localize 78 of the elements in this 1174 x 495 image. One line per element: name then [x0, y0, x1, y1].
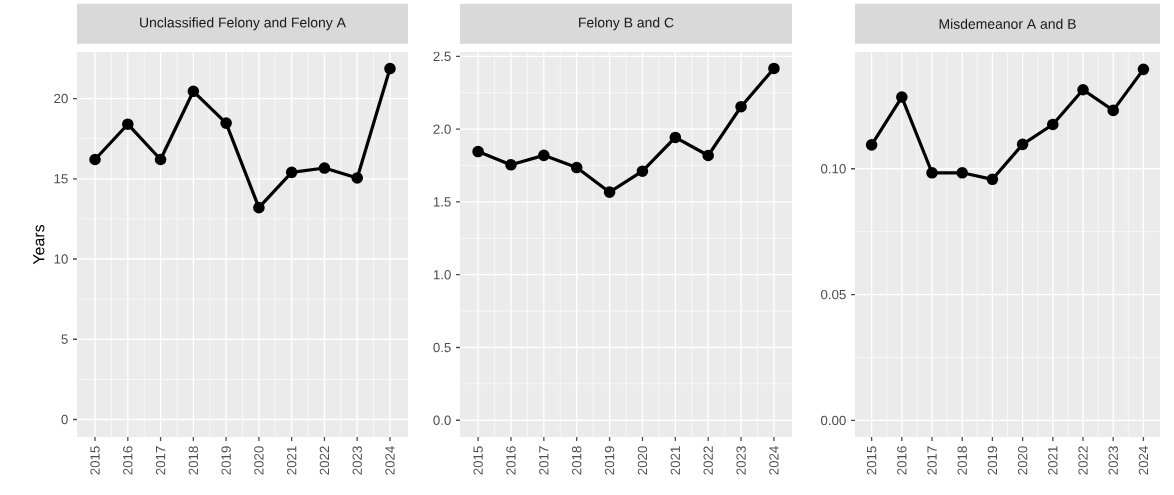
point	[956, 166, 969, 179]
y-tick-label: 0	[61, 414, 68, 425]
x-tick-label: 2017	[155, 446, 166, 475]
point	[505, 159, 517, 171]
point	[384, 62, 396, 75]
point	[986, 173, 999, 186]
chart-title: Felony B and C	[579, 17, 674, 31]
y-tick-label: 20	[54, 93, 68, 104]
x-tick-label: 2018	[188, 446, 199, 475]
point	[603, 186, 616, 198]
point	[472, 145, 484, 158]
x-tick-label: 2015	[90, 446, 100, 475]
x-tick-label: 2024	[385, 446, 395, 475]
x-tick-label: 2015	[866, 446, 877, 475]
y-tick-label: 1.5	[433, 197, 451, 207]
x-tick-label: 2016	[506, 446, 516, 475]
point	[351, 172, 364, 184]
x-tick-label: 2017	[927, 446, 937, 475]
point	[896, 91, 908, 103]
y-tick-label: 2.5	[433, 51, 451, 62]
y-tick-label: 15	[54, 174, 68, 184]
x-tick-label: 2020	[1017, 446, 1028, 475]
x-tick-label: 2022	[1078, 446, 1088, 475]
x-tick-label: 2019	[987, 446, 998, 475]
y-tick-label: 0.05	[820, 289, 846, 300]
point	[570, 161, 583, 174]
chart-title: Unclassified Felony and Felony A	[140, 17, 346, 31]
point	[187, 85, 200, 98]
point	[735, 100, 747, 113]
x-tick-label: 2020	[254, 446, 264, 475]
point	[865, 139, 878, 151]
x-tick-label: 2021	[286, 446, 297, 475]
x-tick-label: 2022	[319, 446, 330, 475]
point	[702, 149, 714, 162]
point	[1137, 63, 1150, 76]
x-tick-label: 2019	[604, 446, 615, 475]
x-tick-label: 2019	[221, 446, 231, 475]
point	[154, 153, 167, 166]
x-tick-label: 2017	[539, 446, 549, 475]
y-axis-title: Years	[33, 224, 45, 265]
x-tick-label: 2023	[736, 446, 746, 475]
x-tick-label: 2016	[897, 446, 907, 475]
x-tick-label: 2021	[670, 446, 681, 475]
point	[89, 153, 101, 166]
x-tick-label: 2015	[473, 446, 483, 475]
x-tick-label: 2024	[769, 446, 779, 475]
point	[318, 162, 331, 174]
chart-title: Misdemeanor A and B	[939, 18, 1076, 29]
y-tick-label: 0.00	[820, 415, 846, 426]
x-tick-label: 2024	[1138, 446, 1149, 475]
x-tick-label: 2018	[957, 446, 967, 475]
y-tick-label: 1.0	[433, 270, 451, 280]
y-tick-label: 5	[61, 334, 68, 344]
point	[122, 118, 134, 131]
x-tick-label: 2020	[637, 446, 648, 475]
y-tick-label: 0.5	[433, 342, 451, 353]
y-tick-label: 10	[54, 254, 68, 264]
y-tick-label: 0.0	[433, 415, 451, 425]
y-tick-label: 2.0	[433, 124, 451, 134]
point	[636, 165, 649, 178]
point	[1016, 138, 1029, 151]
point	[669, 131, 682, 144]
x-tick-label: 2023	[352, 446, 362, 475]
y-tick-label: 0.10	[820, 164, 846, 174]
point	[1107, 104, 1120, 117]
point	[926, 166, 938, 179]
x-tick-label: 2018	[572, 446, 582, 475]
x-tick-label: 2022	[703, 446, 713, 475]
point	[285, 166, 298, 179]
point	[1077, 83, 1089, 96]
x-tick-label: 2023	[1108, 446, 1118, 475]
point	[253, 201, 265, 214]
point	[538, 149, 550, 162]
x-tick-label: 2021	[1048, 446, 1058, 475]
point	[1047, 118, 1059, 131]
point	[220, 117, 232, 129]
x-tick-label: 2016	[123, 446, 133, 475]
point	[768, 62, 780, 75]
